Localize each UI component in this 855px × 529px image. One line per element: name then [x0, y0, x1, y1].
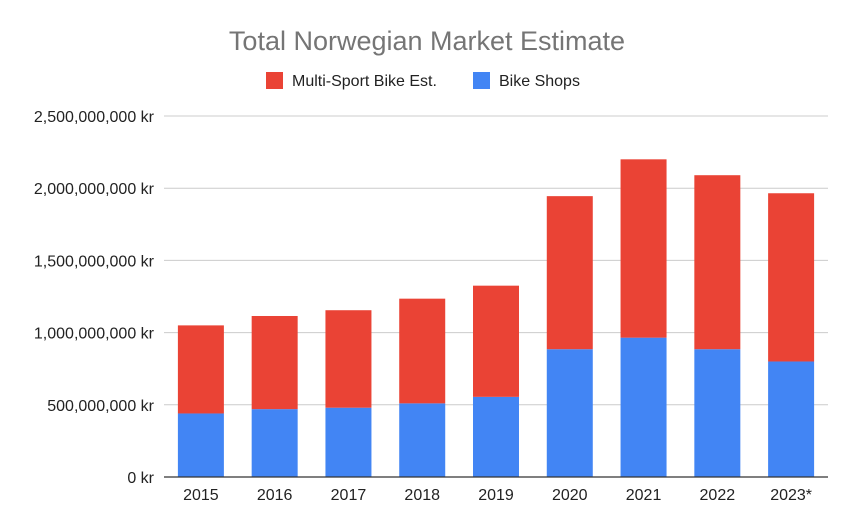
bar-bike-shops-2017	[325, 407, 372, 477]
bar-multi-sport-bike-est-2020	[546, 196, 593, 350]
bar-bike-shops-2020	[546, 349, 593, 477]
x-tick-label: 2023*	[770, 487, 812, 504]
bar-multi-sport-bike-est-2015	[177, 325, 224, 414]
bar-multi-sport-bike-est-2017	[325, 310, 372, 408]
legend-label: Bike Shops	[499, 73, 580, 90]
y-tick-label: 1,500,000,000 kr	[34, 253, 155, 270]
x-tick-label: 2017	[331, 487, 367, 504]
x-axis-tick-labels: 2015 2016 2017 2018 2019 2020 2021 2022 2023*	[183, 487, 812, 504]
legend-label: Multi-Sport Bike Est.	[292, 73, 437, 90]
y-tick-label: 2,000,000,000 kr	[34, 181, 155, 198]
y-tick-label: 2,500,000,000 kr	[34, 109, 155, 126]
bar-multi-sport-bike-est-2022	[694, 175, 741, 350]
x-tick-label: 2019	[478, 487, 514, 504]
bar-bike-shops-2019	[473, 396, 519, 477]
bar-bike-shops-2016	[251, 409, 298, 477]
chart-legend: Multi-Sport Bike Est. Bike Shops	[266, 72, 580, 90]
y-tick-label: 1,000,000,000 kr	[34, 326, 155, 343]
chart-title: Total Norwegian Market Estimate	[229, 26, 625, 56]
bar-multi-sport-bike-est-2016	[251, 315, 298, 410]
x-tick-label: 2022	[700, 487, 736, 504]
x-tick-label: 2015	[183, 487, 219, 504]
bar-multi-sport-bike-est-2018	[399, 298, 446, 404]
legend-swatch	[473, 72, 490, 89]
x-tick-label: 2021	[626, 487, 662, 504]
x-tick-label: 2016	[257, 487, 293, 504]
x-tick-label: 2018	[404, 487, 440, 504]
y-axis-tick-labels: 0 kr 500,000,000 kr 1,000,000,000 kr 1,500,…	[34, 109, 155, 487]
y-tick-label: 0 kr	[127, 470, 154, 487]
y-tick-label: 500,000,000 kr	[47, 398, 154, 415]
bars	[177, 159, 815, 477]
bar-multi-sport-bike-est-2019	[473, 285, 519, 397]
bar-bike-shops-2018	[399, 403, 446, 477]
bar-bike-shops-2015	[177, 413, 224, 477]
legend-swatch	[266, 72, 283, 89]
x-tick-label: 2020	[552, 487, 588, 504]
bar-bike-shops-2022	[694, 349, 741, 477]
bar-bike-shops-2023	[768, 361, 815, 477]
bar-bike-shops-2021	[620, 337, 667, 477]
bar-multi-sport-bike-est-2021	[620, 159, 667, 338]
bar-multi-sport-bike-est-2023	[768, 193, 815, 362]
